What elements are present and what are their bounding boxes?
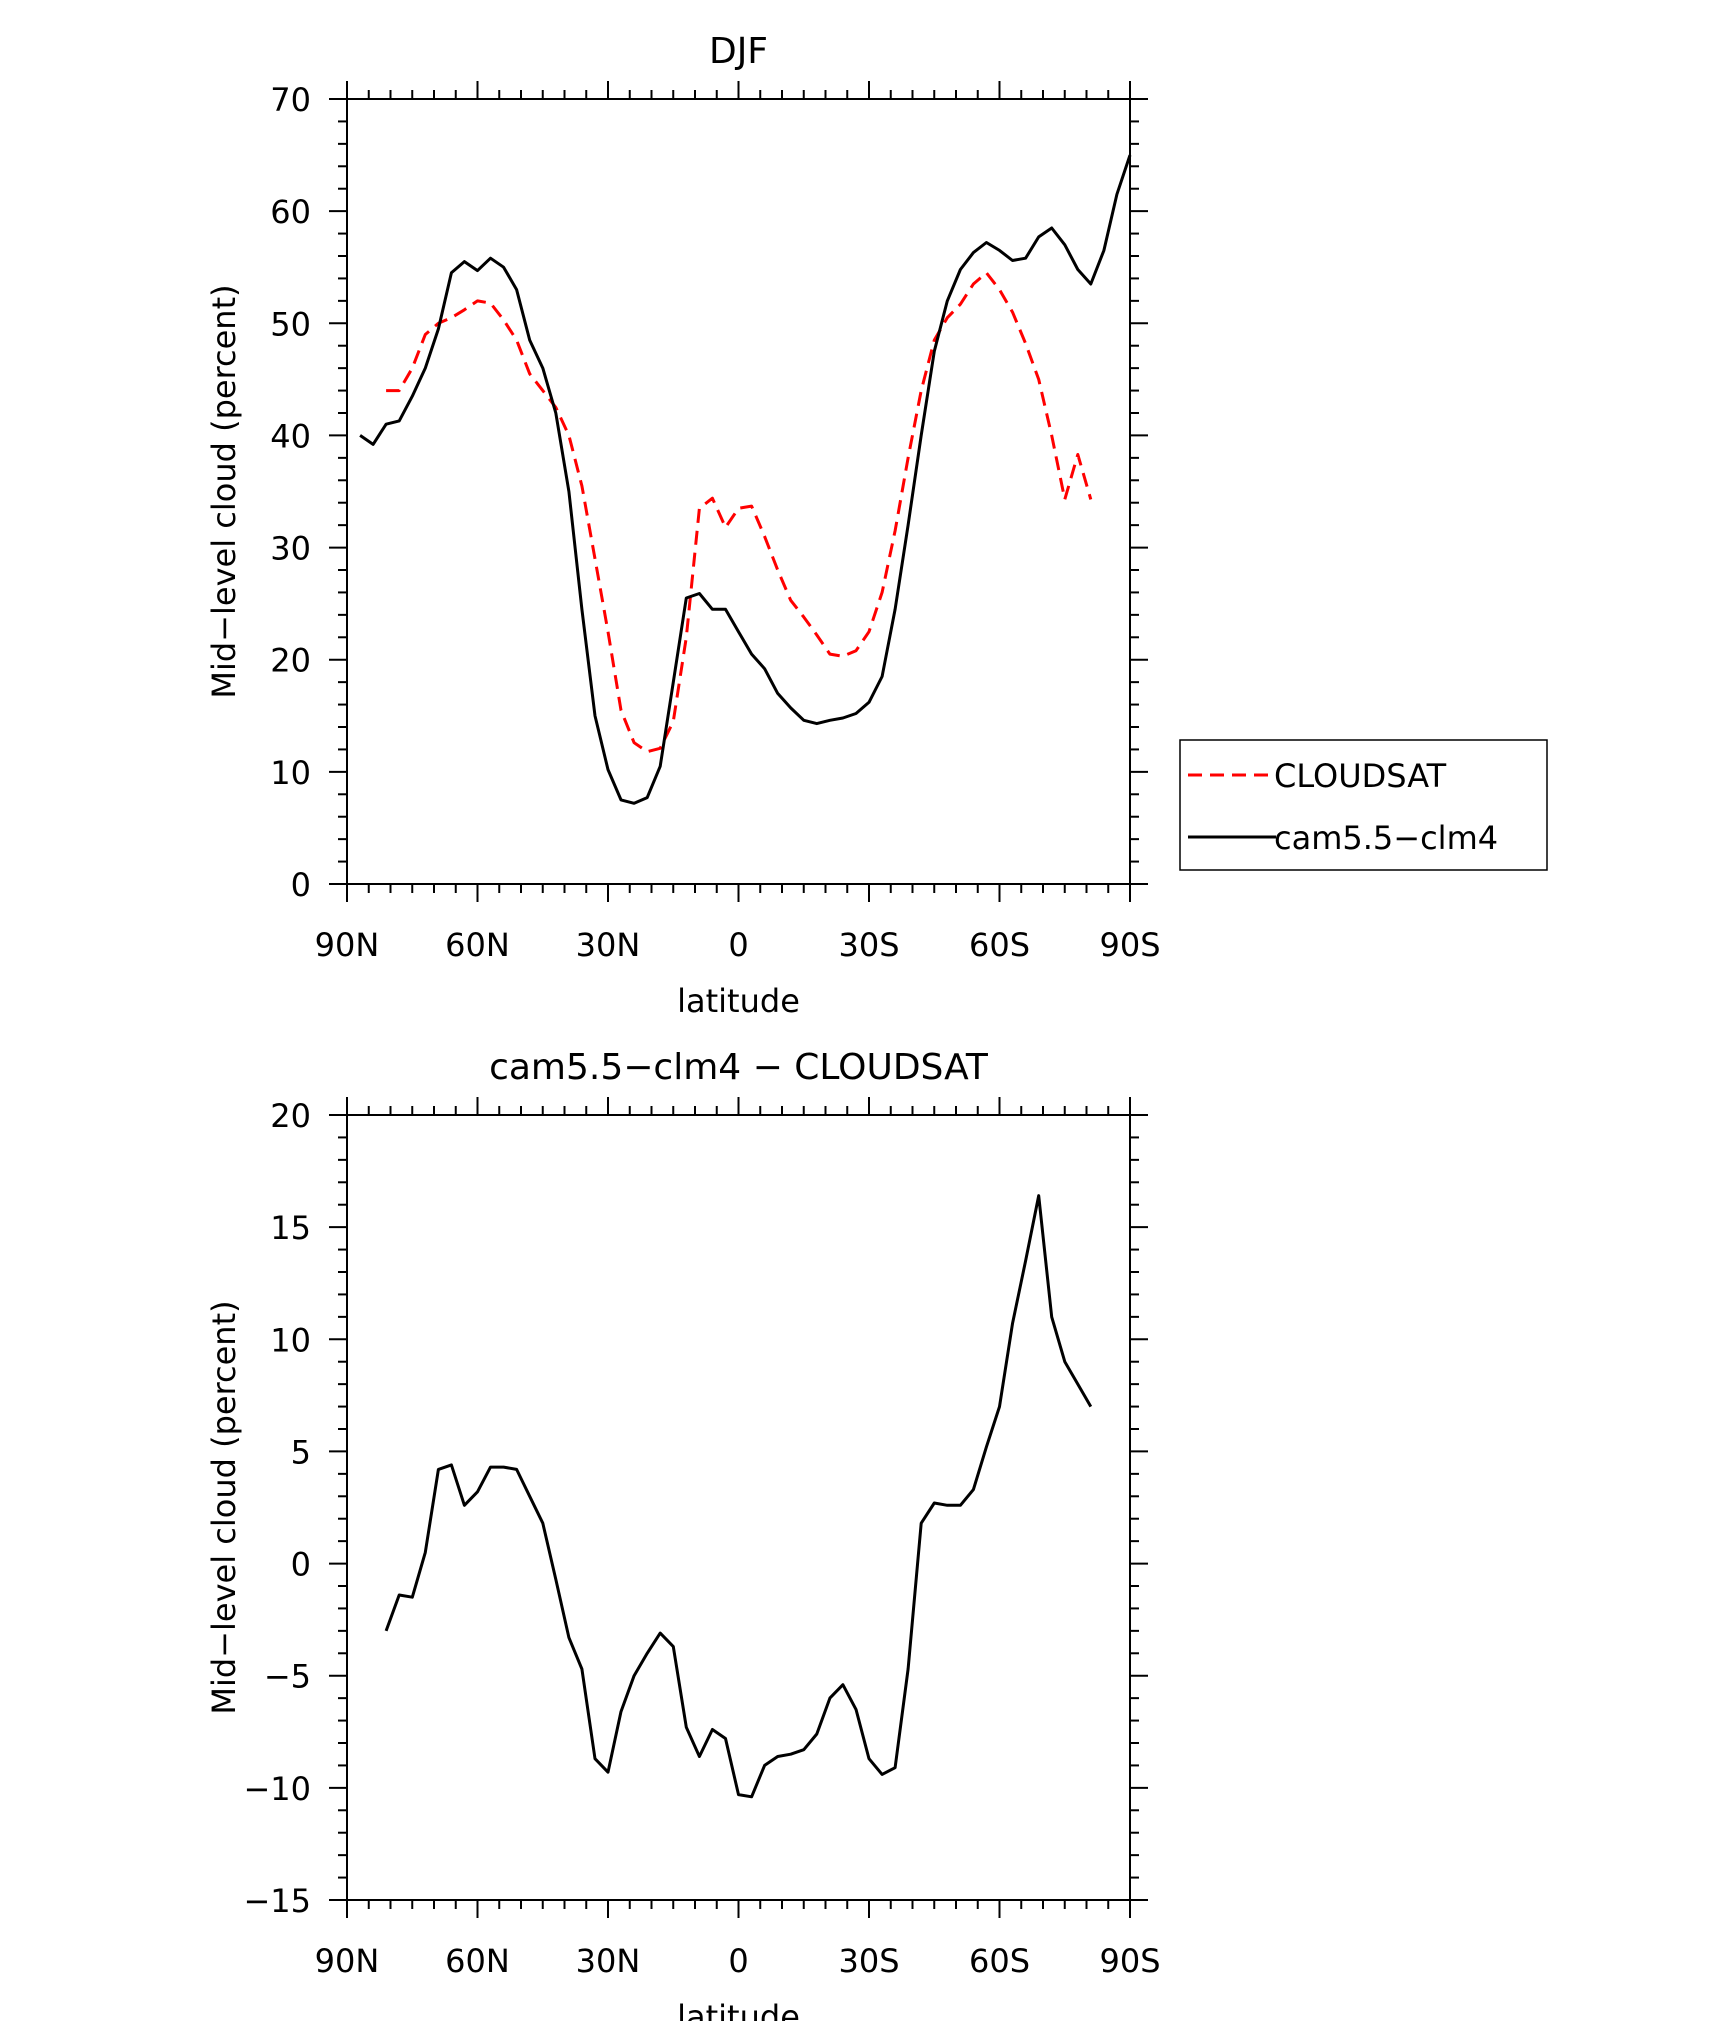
axes: 90N 60N 30N 0 30S 60S 90S −15 −10 −5 0 5 10 15 20	[243, 1097, 1161, 1980]
legend-label-cam: cam5.5−clm4	[1274, 819, 1498, 857]
y-tick-label: 10	[270, 1321, 311, 1359]
legend: CLOUDSAT cam5.5−clm4	[1179, 739, 1548, 871]
y-tick-label: 5	[291, 1433, 311, 1471]
series-line-0	[384, 1194, 1093, 1799]
x-tick-label: 60S	[969, 1942, 1030, 1980]
x-axis-label: latitude	[677, 982, 800, 1020]
series-line-0	[386, 271, 1093, 754]
y-tick-label: 40	[270, 417, 311, 455]
y-tick-label: −5	[264, 1658, 311, 1696]
y-tick-label: 70	[270, 81, 311, 119]
x-tick-label: 0	[728, 1942, 748, 1980]
y-tick-label: 30	[270, 530, 311, 568]
x-tick-label: 90N	[315, 926, 380, 964]
y-tick-label: 20	[270, 642, 311, 680]
x-tick-label: 60N	[445, 1942, 510, 1980]
chart-title: cam5.5−clm4 − CLOUDSAT	[489, 1047, 989, 1088]
y-tick-label: −10	[243, 1770, 311, 1808]
legend-label-cloudsat: CLOUDSAT	[1274, 757, 1447, 795]
y-tick-label: 50	[270, 305, 311, 343]
y-tick-label: 0	[291, 1546, 311, 1584]
y-tick-label: 10	[270, 754, 311, 792]
series-line-1	[359, 154, 1132, 805]
y-axis-label: Mid−level cloud (percent)	[205, 284, 243, 698]
plot-lines	[384, 1194, 1093, 1799]
x-tick-label: 0	[728, 926, 748, 964]
legend-box	[1179, 739, 1548, 871]
x-tick-label: 90N	[315, 1942, 380, 1980]
chart-difference: cam5.5−clm4 − CLOUDSAT latitude Mid−leve…	[205, 1047, 1161, 2021]
plot-frame	[346, 98, 1131, 885]
y-tick-label: −15	[243, 1882, 311, 1920]
y-axis-label: Mid−level cloud (percent)	[205, 1300, 243, 1714]
x-tick-label: 90S	[1099, 926, 1160, 964]
x-tick-label: 30N	[576, 926, 641, 964]
chart-title: DJF	[709, 31, 768, 72]
x-tick-label: 90S	[1099, 1942, 1160, 1980]
x-tick-label: 60S	[969, 926, 1030, 964]
plot-lines	[359, 154, 1132, 805]
x-axis-label: latitude	[677, 1998, 800, 2021]
x-tick-label: 30S	[838, 926, 899, 964]
axes: 90N 60N 30N 0 30S 60S 90S 0 10 20 30 40 50 60 70	[270, 81, 1161, 964]
y-tick-label: 20	[270, 1097, 311, 1135]
y-tick-label: 15	[270, 1209, 311, 1247]
x-tick-label: 60N	[445, 926, 510, 964]
y-tick-label: 0	[291, 866, 311, 904]
y-tick-label: 60	[270, 193, 311, 231]
chart-djf: DJF latitude Mid−level cloud (percent) 9…	[205, 31, 1548, 1020]
x-tick-label: 30N	[576, 1942, 641, 1980]
x-tick-label: 30S	[838, 1942, 899, 1980]
plot-frame	[346, 1114, 1131, 1901]
